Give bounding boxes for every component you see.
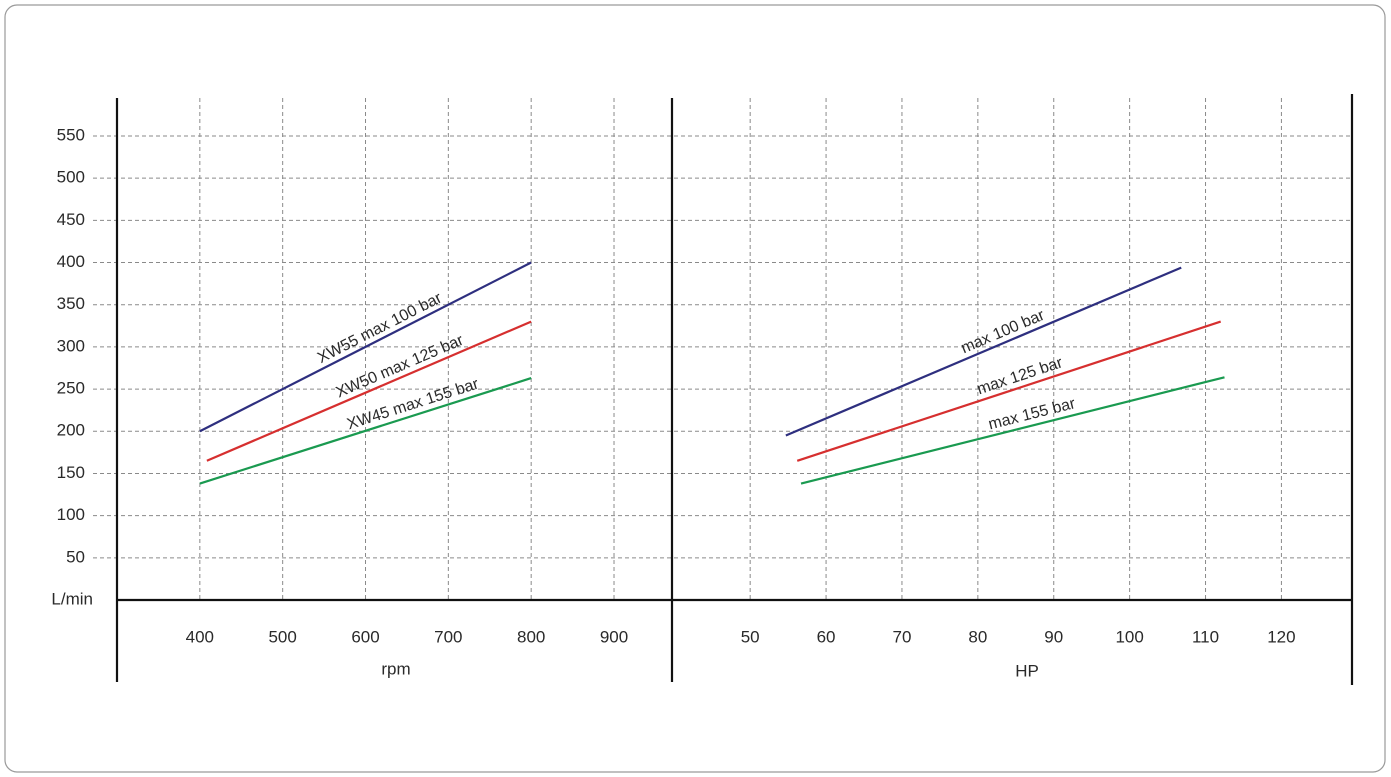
x-tick-label: 800 [517, 627, 545, 646]
frame [4, 4, 1386, 773]
y-tick-label: 50 [66, 547, 85, 566]
y-tick-label: 100 [57, 505, 85, 524]
y-tick-label: 450 [57, 210, 85, 229]
x-tick-label: 50 [741, 627, 760, 646]
y-axis-label: L/min [51, 589, 93, 608]
x-tick-label: 600 [351, 627, 379, 646]
x-tick-label: 90 [1044, 627, 1063, 646]
x-tick-label: 110 [1192, 627, 1219, 646]
series-line [206, 320, 532, 462]
y-tick-label: 250 [57, 379, 85, 398]
series-line [199, 377, 532, 485]
x-tick-label: 100 [1115, 627, 1143, 646]
x-tick-label: 900 [600, 627, 628, 646]
x-tick-label: 120 [1267, 627, 1295, 646]
x-axis-label: HP [1015, 661, 1039, 680]
y-tick-label: 550 [57, 125, 85, 144]
x-tick-label: 60 [817, 627, 836, 646]
x-tick-label: 400 [186, 627, 214, 646]
series-line [800, 376, 1225, 485]
y-tick-label: 200 [57, 421, 85, 440]
x-tick-label: 70 [892, 627, 911, 646]
y-tick-label: 500 [57, 168, 85, 187]
y-tick-label: 300 [57, 336, 85, 355]
x-tick-label: 700 [434, 627, 462, 646]
x-tick-label: 80 [968, 627, 987, 646]
x-tick-label: 500 [268, 627, 296, 646]
x-axis-label: rpm [381, 659, 410, 678]
series-line [199, 261, 532, 433]
series-line [785, 266, 1182, 437]
series-line [796, 320, 1222, 462]
y-tick-label: 350 [57, 294, 85, 313]
y-tick-label: 150 [57, 463, 85, 482]
y-tick-label: 400 [57, 252, 85, 271]
